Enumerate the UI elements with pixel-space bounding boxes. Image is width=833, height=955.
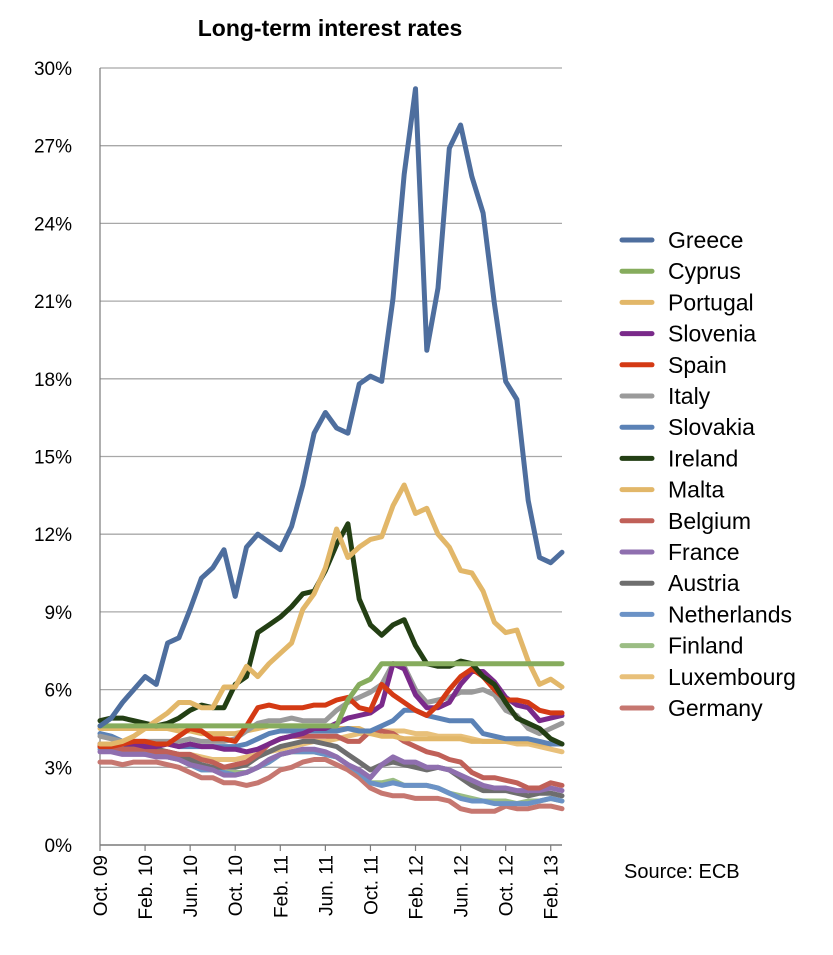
series-line-greece [97,86,565,729]
x-tick-label: Feb. 13 [542,855,563,919]
y-tick-label: 0% [45,836,73,857]
legend-label: Greece [668,227,743,253]
y-tick-label: 27% [34,137,72,158]
legend-label: Finland [668,633,743,659]
x-tick-label: Feb. 10 [136,855,157,919]
legend-label: Portugal [668,289,754,315]
series-line-cyprus [97,661,565,729]
legend-label: Luxembourg [668,664,796,690]
chart-title: Long-term interest rates [198,15,463,41]
x-tick-label: Oct. 10 [226,855,247,916]
y-tick-label: 30% [34,59,72,80]
legend-label: Ireland [668,445,738,471]
y-tick-label: 6% [45,681,73,702]
y-axis-ticks: 0% 3% 6% 9% 12% 15% 18% 21% 24% 27% 30% [34,59,72,857]
series-line-portugal [97,482,565,747]
y-tick-label: 3% [45,758,73,779]
x-tick-label: Feb. 12 [407,855,428,919]
series-line-ireland [97,521,565,747]
series-line-belgium [97,728,565,791]
legend-label: Belgium [668,508,751,534]
y-tick-label: 21% [34,292,72,313]
x-tick-label: Oct. 09 [91,855,112,916]
x-tick-label: Feb. 11 [271,855,292,918]
series-line-france [97,746,565,794]
x-tick-label: Jun. 10 [181,855,202,917]
x-tick-label: Jun. 12 [452,855,473,917]
legend-label: Slovakia [668,414,755,440]
y-tick-label: 9% [45,603,73,624]
legend-label: Malta [668,477,724,503]
y-tick-label: 12% [34,525,72,546]
legend-label: Slovenia [668,321,756,347]
legend-label: Cyprus [668,258,741,284]
series-line-italy [97,661,565,744]
series-line-germany [97,757,565,814]
y-tick-label: 15% [34,448,72,469]
legend-label: Austria [668,570,740,596]
legend-label: Spain [668,352,727,378]
x-tick-label: Jun. 11 [316,855,337,916]
legend-label: France [668,539,740,565]
legend-label: Netherlands [668,601,792,627]
legend: Greece Cyprus Portugal Slovenia Spain Italy Sl… [619,227,796,721]
x-tick-label: Oct. 12 [497,855,518,916]
legend-label: Italy [668,383,711,409]
y-tick-label: 24% [34,214,72,235]
y-tick-label: 18% [34,370,72,391]
legend-label: Germany [668,695,763,721]
series-lines [97,86,565,814]
x-axis-ticks: Oct. 09 Feb. 10 Jun. 10 Oct. 10 Feb. 11 Jun. … [91,845,563,919]
x-tick-label: Oct. 11 [361,855,382,915]
source-note: Source: ECB [624,861,740,883]
